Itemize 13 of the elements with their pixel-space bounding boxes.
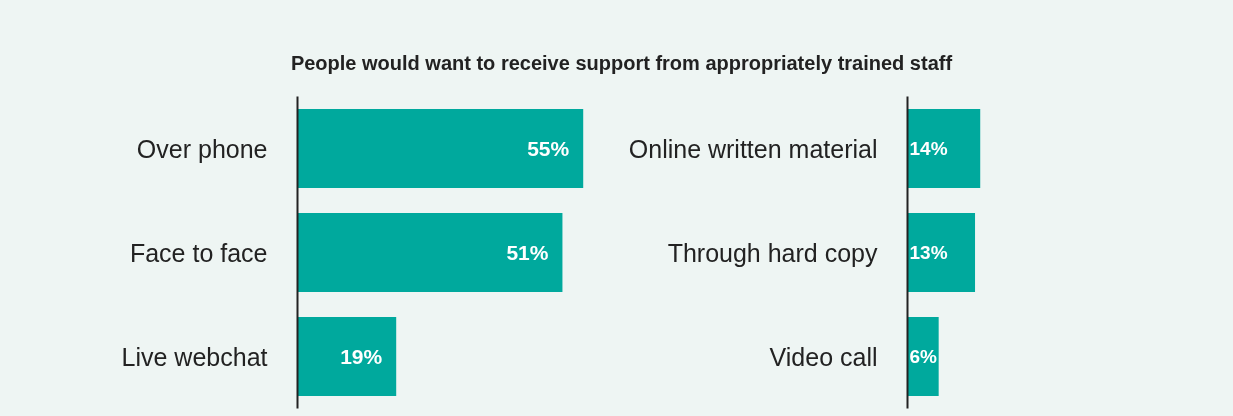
data-label: 19%: [340, 345, 383, 368]
y-tick-label: Video call: [769, 342, 878, 371]
data-label: 13%: [909, 242, 948, 263]
data-label: 51%: [506, 241, 549, 264]
data-label: 6%: [909, 346, 938, 367]
data-label: 55%: [527, 137, 570, 160]
data-label: 14%: [909, 138, 948, 159]
y-tick-label: Through hard copy: [667, 238, 878, 267]
y-tick-label: Online written material: [628, 134, 878, 163]
y-tick-label: Live webchat: [121, 342, 268, 371]
y-tick-label: Face to face: [129, 238, 268, 267]
y-tick-label: Over phone: [136, 134, 268, 163]
chart-title: People would want to receive support from appropriately trained staff: [290, 51, 953, 76]
